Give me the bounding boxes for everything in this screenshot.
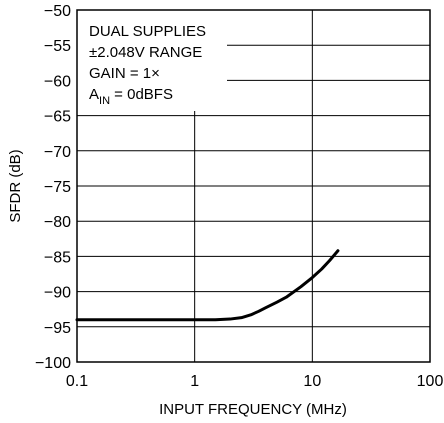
annotation-line-2: ±2.048V RANGE xyxy=(89,44,202,61)
plot-frame xyxy=(76,9,431,363)
x-tick-label: 10 xyxy=(303,373,321,390)
x-tick-label: 1 xyxy=(190,373,199,390)
annotation-ain-sub: IN xyxy=(99,95,110,107)
annotation-ain-rest: = 0dBFS xyxy=(110,86,173,103)
annotation-line-3: GAIN = 1× xyxy=(89,65,160,82)
x-tick-labels: 0.1 1 10 100 xyxy=(66,373,444,390)
annotation-line-1: DUAL SUPPLIES xyxy=(89,23,206,40)
annotation-box: DUAL SUPPLIES ±2.048V RANGE GAIN = 1× AI… xyxy=(89,23,206,107)
y-tick-label: −65 xyxy=(44,109,71,126)
y-tick-label: −95 xyxy=(44,320,71,337)
y-tick-label: −100 xyxy=(35,355,71,372)
y-tick-labels: −50 −55 −60 −65 −70 −75 −80 −85 −90 −95 −100 xyxy=(35,3,71,372)
annotation-background xyxy=(77,10,227,111)
annotation-line-4: AIN = 0dBFS xyxy=(89,86,173,107)
annotation-ain-main: A xyxy=(89,86,99,103)
sfdr-curve xyxy=(75,249,340,322)
y-tick-label: −80 xyxy=(44,214,71,231)
y-tick-label: −90 xyxy=(44,285,71,302)
y-tick-label: −85 xyxy=(44,249,71,266)
y-axis-title: SFDR (dB) xyxy=(7,149,24,222)
y-tick-label: −70 xyxy=(44,144,71,161)
x-tick-label: 0.1 xyxy=(66,373,88,390)
y-tick-label: −55 xyxy=(44,38,71,55)
y-tick-label: −75 xyxy=(44,179,71,196)
x-tick-label: 100 xyxy=(417,373,444,390)
y-tick-label: −50 xyxy=(44,3,71,20)
y-tick-label: −60 xyxy=(44,73,71,90)
x-axis-title: INPUT FREQUENCY (MHz) xyxy=(159,401,347,418)
